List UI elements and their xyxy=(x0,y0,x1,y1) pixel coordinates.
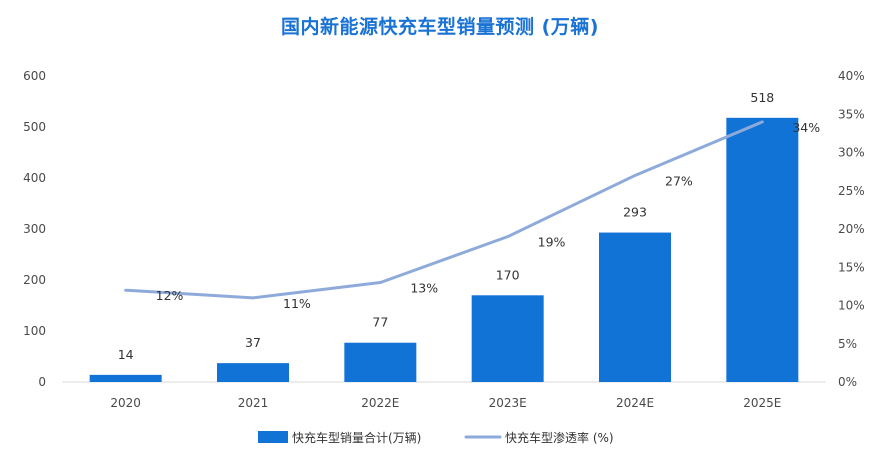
bar-value-label: 14 xyxy=(118,347,134,362)
bar xyxy=(344,342,417,382)
y-right-tick-label: 35% xyxy=(838,107,865,121)
line-value-label: 34% xyxy=(792,120,820,135)
bar xyxy=(217,363,289,382)
y-left-tick-label: 400 xyxy=(23,171,46,185)
legend-bar-swatch xyxy=(258,431,288,443)
y-right-tick-label: 40% xyxy=(838,69,865,83)
legend-line-label: 快充车型渗透率 (%) xyxy=(505,430,614,445)
y-left-tick-label: 500 xyxy=(23,120,46,134)
y-right-tick-label: 5% xyxy=(838,337,857,351)
line-value-label: 27% xyxy=(665,173,693,188)
bar xyxy=(89,374,162,382)
line-value-label: 13% xyxy=(410,281,438,296)
x-tick-label: 2021 xyxy=(238,396,269,410)
x-tick-label: 2025E xyxy=(743,396,781,410)
bar-value-label: 293 xyxy=(623,205,647,220)
bar xyxy=(599,232,671,382)
y-right-tick-label: 0% xyxy=(838,375,857,389)
y-right-tick-label: 15% xyxy=(838,260,865,274)
bar-value-label: 170 xyxy=(496,267,520,282)
x-tick-label: 2022E xyxy=(361,396,399,410)
line-value-label: 11% xyxy=(283,296,311,311)
y-left-tick-label: 0 xyxy=(38,375,46,389)
y-left-tick-label: 200 xyxy=(23,273,46,287)
y-right-tick-label: 30% xyxy=(838,146,865,160)
y-left-tick-label: 300 xyxy=(23,222,46,236)
bar xyxy=(726,117,799,382)
y-right-tick-label: 20% xyxy=(838,222,865,236)
x-tick-label: 2020 xyxy=(110,396,141,410)
chart-title: 国内新能源快充车型销量预测 (万辆) xyxy=(281,16,599,38)
legend-bar-label: 快充车型销量合计(万辆) xyxy=(292,430,421,445)
y-left-tick-label: 100 xyxy=(23,324,46,338)
x-tick-label: 2023E xyxy=(489,396,527,410)
bar-value-label: 518 xyxy=(750,90,774,105)
y-right-tick-label: 10% xyxy=(838,299,865,313)
line-value-label: 12% xyxy=(156,288,184,303)
bar-value-label: 77 xyxy=(372,315,388,330)
line-value-label: 19% xyxy=(538,235,566,250)
bar-value-label: 37 xyxy=(245,335,261,350)
y-left-tick-label: 600 xyxy=(23,69,46,83)
x-tick-label: 2024E xyxy=(616,396,654,410)
y-right-tick-label: 25% xyxy=(838,184,865,198)
bar xyxy=(471,295,544,382)
penetration-line xyxy=(124,120,764,300)
